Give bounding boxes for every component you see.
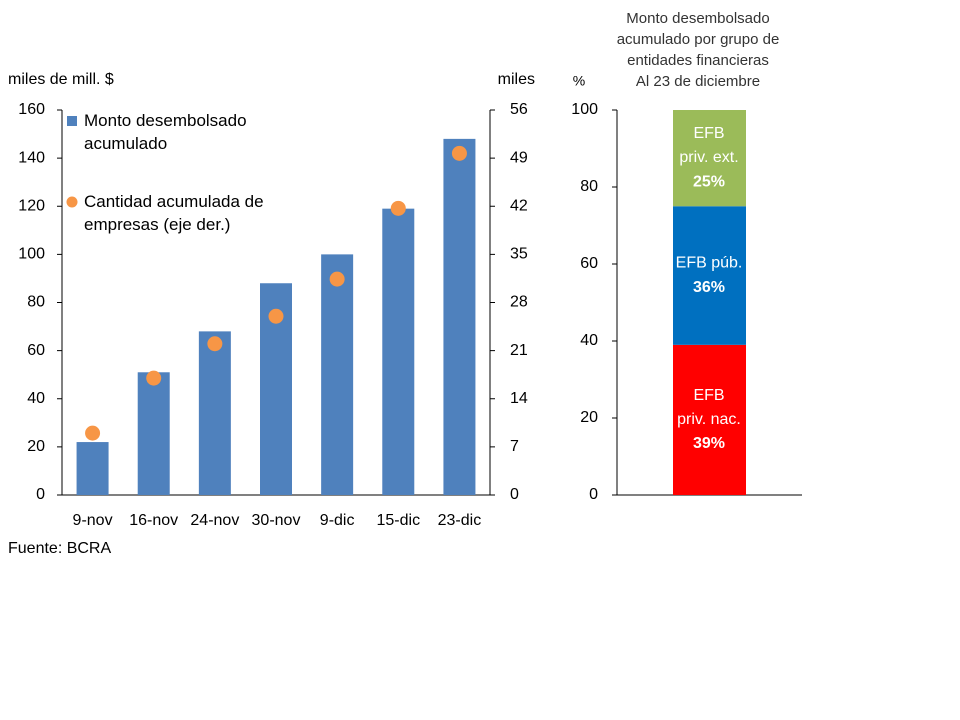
legend-label: Cantidad acumulada de empresas (eje der.… [84, 192, 264, 234]
bar-segment [673, 344, 746, 495]
x-tick-label: 16-nov [129, 512, 178, 529]
y-tick-label: 60 [27, 342, 45, 359]
y-tick-label: 140 [18, 149, 45, 166]
bar [137, 372, 170, 495]
segment-label-line: EFB [693, 387, 724, 404]
legend-swatch [66, 196, 78, 208]
y2-tick-label: 35 [510, 246, 528, 263]
value-label: 36% [693, 279, 725, 296]
segment-label: EFB púb. [676, 255, 743, 272]
x-tick-label: 30-nov [252, 512, 301, 529]
dot [85, 425, 101, 441]
y2-tick-label: 7 [510, 438, 519, 455]
y-tick-label: 100 [571, 101, 598, 118]
y-tick-label: 0 [589, 486, 598, 503]
y-tick-label: 40 [580, 332, 598, 349]
x-tick-label: 24-nov [190, 512, 239, 529]
y-tick-label: 100 [18, 246, 45, 263]
y-tick-label: 20 [27, 438, 45, 455]
value-label: 39% [693, 435, 725, 452]
y2-tick-label: 14 [510, 390, 528, 407]
segment-label: EFB priv. ext. [679, 125, 738, 166]
chart-title: Monto desembolsado [626, 10, 769, 27]
bar [76, 442, 109, 495]
segment-label-line: EFB púb. [676, 255, 743, 272]
y2-tick-label: 28 [510, 294, 528, 311]
y2-tick-label: 21 [510, 342, 528, 359]
segment-label: EFB priv. nac. [677, 387, 741, 428]
y-axis-label: % [573, 73, 585, 89]
y-tick-label: 60 [580, 255, 598, 272]
bar-segment [673, 110, 746, 207]
y-tick-label: 120 [18, 197, 45, 214]
bar [198, 331, 231, 495]
y-axis-label: miles de mill. $ [8, 71, 114, 88]
y2-tick-label: 42 [510, 197, 528, 214]
segment-label-line: priv. ext. [679, 149, 738, 166]
dot [268, 308, 284, 324]
x-tick-label: 15-dic [376, 512, 420, 529]
y-tick-label: 80 [580, 178, 598, 195]
y2-axis-label: miles [498, 71, 535, 88]
x-tick-label: 9-dic [320, 512, 355, 529]
y-tick-label: 80 [27, 294, 45, 311]
y-tick-label: 160 [18, 101, 45, 118]
chart-title: Al 23 de diciembre [636, 73, 760, 90]
y2-tick-label: 0 [510, 486, 519, 503]
bar [321, 254, 354, 495]
dot [329, 271, 345, 287]
y2-tick-label: 56 [510, 101, 528, 118]
bar [443, 138, 476, 495]
segment-label-line: EFB [693, 125, 724, 142]
dot [390, 200, 406, 216]
legend-swatch [67, 116, 77, 126]
y-tick-label: 40 [27, 390, 45, 407]
value-label: 25% [693, 173, 725, 190]
source: Fuente: BCRA [8, 540, 112, 557]
y-tick-label: 20 [580, 409, 598, 426]
segment-label-line: priv. nac. [677, 411, 741, 428]
y2-tick-label: 49 [510, 149, 528, 166]
dot [146, 370, 162, 386]
dot [207, 336, 223, 352]
x-tick-label: 23-dic [438, 512, 482, 529]
y-tick-label: 0 [36, 486, 45, 503]
dot [451, 145, 467, 161]
chart-title: entidades financieras [627, 52, 769, 69]
legend-label: Monto desembolsado acumulado [84, 111, 247, 153]
bar [382, 208, 415, 495]
x-tick-label: 9-nov [73, 512, 113, 529]
chart-title: acumulado por grupo de [617, 31, 780, 48]
bar-segment [673, 206, 746, 345]
